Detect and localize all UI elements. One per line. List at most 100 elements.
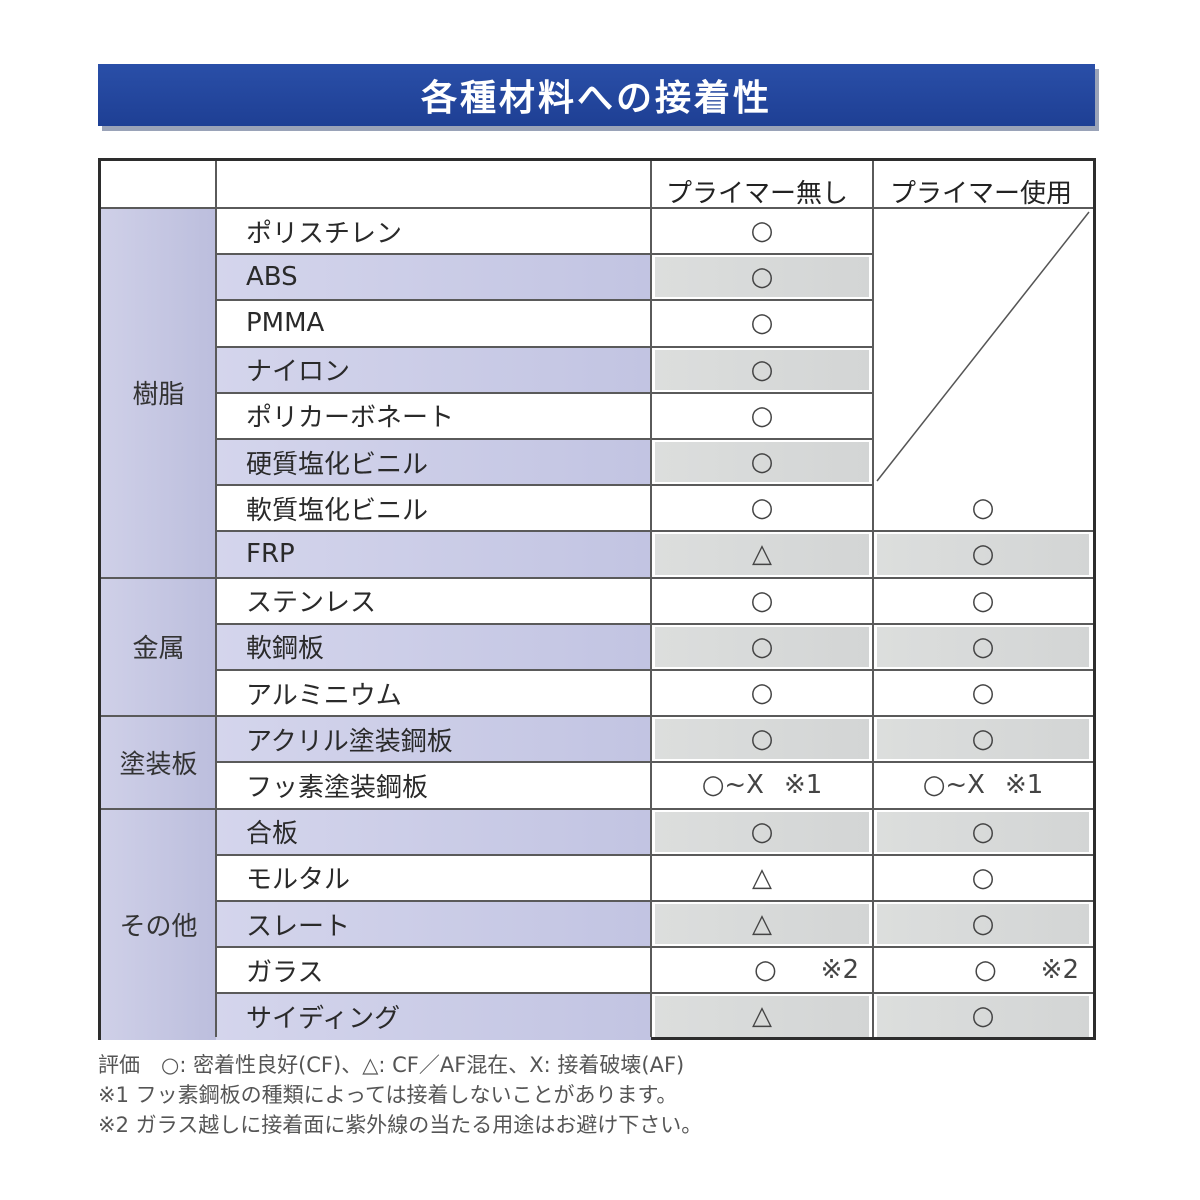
rating-symbol: ○ [750,678,774,709]
rating-symbol: ○ [750,216,774,247]
category-label: 樹脂 [101,208,216,578]
header-divider [873,207,1093,209]
rating-no-primer: ○ [655,349,869,390]
rating-no-primer: △ [655,904,869,945]
rating-symbol: ○ [971,631,995,662]
rating-symbol: ○ [750,816,774,847]
rating-symbol: ○ [971,862,995,893]
material-name: スレート [216,901,651,948]
material-name: ガラス [246,957,324,988]
rating-with-primer: ○ [877,673,1089,713]
legend-note-2: ※2 ガラス越しに接着面に紫外線の当たる用途はお避け下さい。 [98,1113,703,1137]
rating-symbol: ○ [971,724,995,755]
row-divider [216,438,873,440]
page-title: 各種材料への接着性 [420,78,772,119]
material-name: 軟質塩化ビニル [246,495,429,526]
material-name: 合板 [216,808,651,855]
rating-no-primer: ○ [655,442,869,483]
rating-no-primer: ○ [655,396,869,436]
legend-note-1: ※1 フッ素鋼板の種類によっては接着しないことがあります。 [98,1083,678,1107]
material-name: ナイロン [216,346,651,393]
column-header-no-primer: プライマー無し [666,179,849,209]
rating-symbol: ○ [971,1001,995,1032]
rating-with-primer: ○ [877,858,1089,898]
rating-no-primer: ○ [655,257,869,298]
category-label: 金属 [101,577,216,717]
rating-with-primer: ○ ※2 [877,950,1089,990]
row-divider [216,669,1093,671]
rating-symbol: ○ [971,539,995,570]
row-divider [216,530,1093,533]
rating-symbol: ○ [750,308,774,339]
row-divider [216,853,1093,856]
rating-no-primer: ○ [655,673,869,713]
rating-no-primer: △ [655,858,869,898]
group-divider [101,207,873,209]
row-divider [216,391,873,394]
rating-with-primer: ○ [877,488,1089,528]
row-divider [216,484,873,487]
legend-rating: 評価 ○: 密着性良好(CF)、△: CF／AF混在、X: 接着破壊(AF) [98,1053,685,1077]
rating-symbol: ○ [971,585,995,616]
rating-symbol: △ [752,909,772,940]
rating-symbol: ○ [750,585,774,616]
title-banner: 各種材料への接着性 [98,64,1095,126]
not-applicable-diagonal [876,211,1090,482]
rating-symbol: ○~X [701,770,764,801]
row-divider [216,345,873,348]
rating-symbol: ○ [750,354,774,385]
row-divider [216,253,873,256]
material-name: FRP [216,531,651,578]
material-name: サイディング [216,993,651,1040]
rating-no-primer: ○ [655,626,869,667]
rating-symbol: ○~X [922,770,985,801]
row-divider [216,946,1093,949]
rating-symbol: △ [752,862,772,893]
material-name: ポリカーボネート [246,403,455,434]
rating-no-primer: ○ [655,211,869,251]
material-name: アクリル塗装鋼板 [216,716,651,763]
rating-symbol: ○ [973,955,997,986]
column-divider [215,161,217,1037]
material-name: ステンレス [246,588,377,619]
material-name: 硬質塩化ビニル [216,439,651,486]
rating-symbol: ○ [753,955,777,986]
material-name: モルタル [246,865,351,896]
legend: 評価 ○: 密着性良好(CF)、△: CF／AF混在、X: 接着破壊(AF) ※… [98,1050,1098,1140]
rating-with-primer: ○ [877,581,1089,621]
row-divider [216,622,1093,625]
rating-no-primer: ○ [655,719,869,760]
rating-with-primer: ○ [877,996,1089,1037]
rating-no-primer: ○ [655,303,869,343]
material-name: PMMA [246,308,325,339]
column-header-with-primer: プライマー使用 [890,179,1073,209]
rating-symbol: △ [752,1001,772,1032]
category-label: その他 [101,808,216,1040]
rating-with-primer: ○ [877,626,1089,667]
rating-symbol: ○ [750,493,774,524]
material-name: フッ素塗装鋼板 [246,772,429,803]
rating-symbol: ○ [971,678,995,709]
category-label: 塗装板 [101,716,216,809]
rating-no-primer: ○ ※2 [655,950,869,990]
rating-with-primer: ○ [877,719,1089,760]
rating-symbol: ○ [750,447,774,478]
group-divider [101,715,1093,718]
material-name: ポリスチレン [246,218,403,249]
rating-symbol: ○ [750,631,774,662]
material-name: アルミニウム [246,680,402,711]
rating-no-primer: ○ [655,811,869,852]
rating-no-primer: ○ [655,488,869,528]
rating-symbol: ○ [750,262,774,293]
rating-with-primer: ○~X ※1 [877,765,1089,805]
rating-with-primer: ○ [877,534,1089,575]
rating-no-primer: ○~X ※1 [655,765,869,805]
group-divider [101,807,1093,810]
rating-symbol: ○ [750,400,774,431]
column-divider [872,161,874,1037]
rating-no-primer: △ [655,996,869,1037]
rating-symbol: ○ [971,909,995,940]
diagonal-line [876,211,1090,482]
rating-footnote: ※1 [783,770,823,801]
rating-footnote: ※2 [1040,955,1079,986]
